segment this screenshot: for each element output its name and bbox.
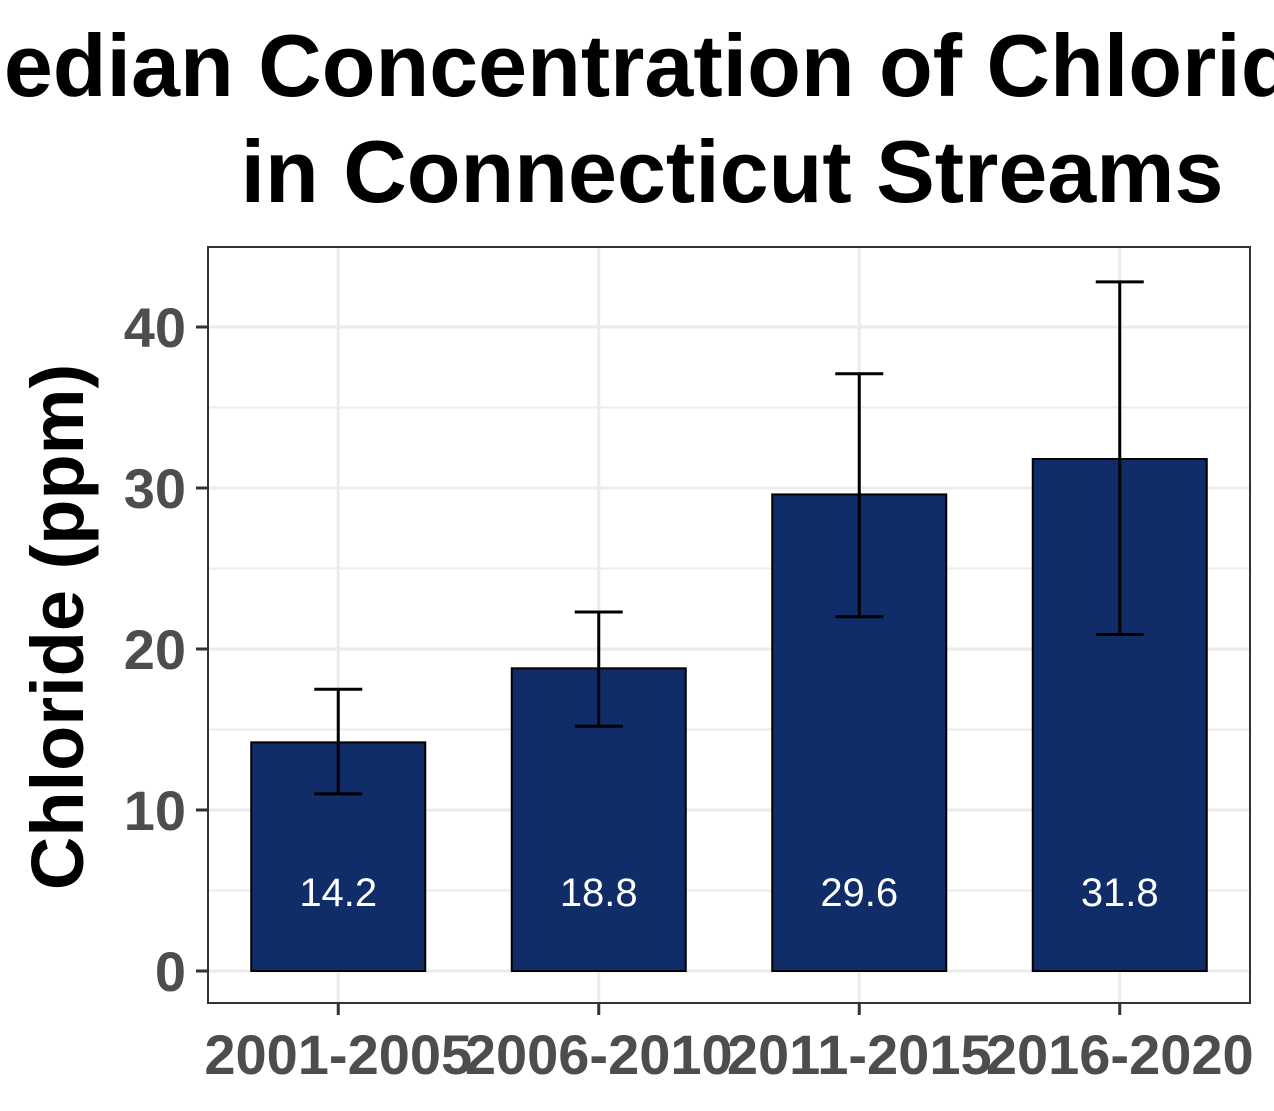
- y-axis-label: Chloride (ppm): [16, 364, 99, 890]
- x-tick-label: 2011-2015: [727, 1023, 992, 1086]
- y-tick-label: 30: [124, 457, 186, 520]
- bar-value-label: 14.2: [299, 871, 377, 915]
- x-tick-label: 2016-2020: [986, 1023, 1254, 1086]
- x-tick-label: 2006-2010: [465, 1023, 733, 1086]
- chart-title-line-1: Median Concentration of Chloride: [0, 16, 1274, 115]
- panel-border: [207, 246, 1251, 1004]
- y-tick-label: 0: [155, 940, 186, 1003]
- bar-value-label: 31.8: [1081, 871, 1159, 915]
- y-tick-label: 40: [124, 296, 186, 359]
- chart-title-line-2: in Connecticut Streams: [241, 122, 1224, 221]
- bar-value-label: 29.6: [820, 871, 898, 915]
- y-tick-label: 20: [124, 618, 186, 681]
- bar-value-label: 18.8: [560, 871, 638, 915]
- plot-area: 14.2 18.8 29.6 31.8 0 10 20 30 40 2001-20052006-2…: [124, 246, 1254, 1086]
- y-tick-label: 10: [124, 779, 186, 842]
- x-tick-label: 2001-2005: [204, 1023, 472, 1086]
